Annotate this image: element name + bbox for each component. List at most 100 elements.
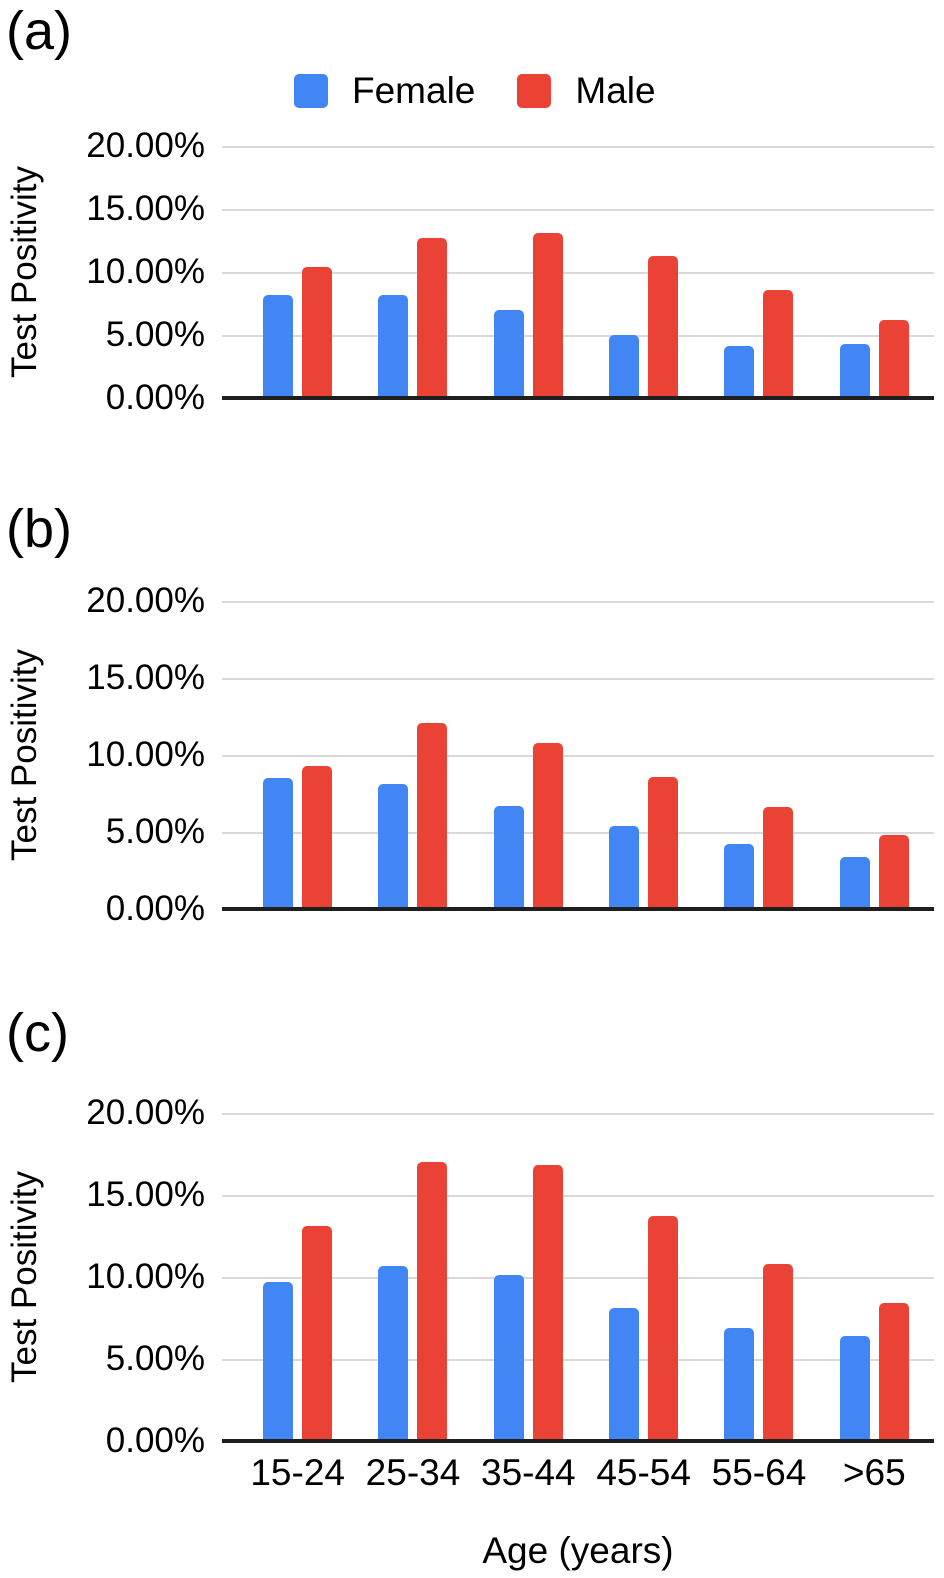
bar-male-15-24 (302, 765, 333, 909)
gridline (222, 1195, 934, 1197)
gridline (222, 755, 934, 757)
y-axis-tick-label: 20.00% (86, 126, 205, 165)
bar-female-45-54 (609, 335, 640, 398)
bar-female-55-64 (724, 844, 755, 909)
x-axis-baseline (222, 1439, 934, 1443)
gridline (222, 1113, 934, 1115)
bar-male->65 (878, 319, 909, 398)
bar-female-25-34 (378, 784, 409, 909)
bar-male-35-44 (532, 1165, 563, 1441)
bar-female->65 (839, 856, 870, 909)
bar-male->65 (878, 1303, 909, 1441)
gridline (222, 678, 934, 680)
bar-group-25-34 (355, 601, 470, 909)
y-axis-tick-label: 0.00% (105, 1421, 205, 1460)
bar-group-55-64 (701, 601, 816, 909)
y-axis-tick-label: 15.00% (86, 658, 205, 697)
bar-male-25-34 (417, 1162, 448, 1441)
bar-male-15-24 (302, 266, 333, 398)
bar-group-45-54 (586, 601, 701, 909)
bar-female->65 (839, 1336, 870, 1441)
y-axis-tick-label: 20.00% (86, 581, 205, 620)
plot-area-a (222, 146, 934, 400)
gridline (222, 1359, 934, 1361)
bar-female-45-54 (609, 1308, 640, 1441)
y-axis-tick-label: 15.00% (86, 1175, 205, 1214)
bars-layer (240, 601, 932, 909)
bar-female-15-24 (263, 1281, 294, 1441)
bar-group-55-64 (701, 1113, 816, 1441)
gridline (222, 1277, 934, 1279)
bars-layer (240, 1113, 932, 1441)
bar-female-35-44 (493, 1275, 524, 1441)
gridline (222, 832, 934, 834)
bar-group-45-54 (586, 1113, 701, 1441)
gridline (222, 146, 934, 148)
legend-item-female: Female (294, 70, 475, 112)
x-axis-tick-label: 35-44 (481, 1452, 576, 1493)
y-axis-tick-label: 10.00% (86, 252, 205, 291)
legend-label-female: Female (352, 70, 476, 111)
bar-group-35-44 (471, 146, 586, 398)
y-axis-tick-label: 5.00% (105, 1339, 205, 1378)
bar-group-55-64 (701, 146, 816, 398)
bar-male-45-54 (648, 255, 679, 398)
bar-group->65 (817, 1113, 932, 1441)
y-axis-ticks-a: 20.00% 15.00% 10.00% 5.00% 0.00% (0, 126, 205, 417)
bar-group-45-54 (586, 146, 701, 398)
x-axis-tick-label: 45-54 (596, 1452, 691, 1493)
legend: Female Male (294, 70, 656, 112)
bar-group-35-44 (471, 1113, 586, 1441)
y-axis-tick-label: 5.00% (105, 812, 205, 851)
bar-male->65 (878, 835, 909, 909)
bar-male-35-44 (532, 742, 563, 909)
bar-group->65 (817, 146, 932, 398)
panel-label-b: (b) (6, 499, 72, 559)
bar-female->65 (839, 343, 870, 398)
x-axis-ticks: 15-24 25-34 35-44 45-54 55-64 >65 (240, 1452, 932, 1494)
bar-male-55-64 (763, 289, 794, 398)
bar-group-35-44 (471, 601, 586, 909)
x-axis-tick-label: 25-34 (365, 1452, 461, 1493)
bar-group-15-24 (240, 146, 355, 398)
bar-group-15-24 (240, 601, 355, 909)
bar-female-35-44 (493, 805, 524, 909)
y-axis-tick-label: 0.00% (105, 378, 205, 417)
bar-male-55-64 (763, 807, 794, 909)
gridline (222, 601, 934, 603)
panel-label-c: (c) (6, 1003, 69, 1063)
bar-female-15-24 (263, 778, 294, 909)
bar-male-15-24 (302, 1226, 333, 1441)
bar-female-25-34 (378, 294, 409, 398)
y-axis-tick-label: 10.00% (86, 735, 205, 774)
legend-label-male: Male (575, 70, 656, 111)
bar-male-45-54 (648, 1216, 679, 1441)
bars-layer (240, 146, 932, 398)
bar-group->65 (817, 601, 932, 909)
x-axis-baseline (222, 907, 934, 911)
plot-area-c (222, 1113, 934, 1443)
bar-female-55-64 (724, 346, 755, 398)
x-axis-tick-label: 55-64 (711, 1452, 807, 1493)
y-axis-tick-label: 10.00% (86, 1257, 205, 1296)
y-axis-tick-label: 20.00% (86, 1093, 205, 1132)
x-axis-tick-label: >65 (842, 1452, 906, 1493)
y-axis-tick-label: 0.00% (105, 889, 205, 928)
bar-male-45-54 (648, 776, 679, 909)
female-color-swatch (294, 74, 328, 108)
y-axis-ticks-c: 20.00% 15.00% 10.00% 5.00% 0.00% (0, 1093, 205, 1460)
plot-area-b (222, 601, 934, 911)
y-axis-ticks-b: 20.00% 15.00% 10.00% 5.00% 0.00% (0, 581, 205, 928)
bar-group-25-34 (355, 1113, 470, 1441)
y-axis-tick-label: 15.00% (86, 189, 205, 228)
legend-item-male: Male (517, 70, 656, 112)
x-axis-tick-label: 15-24 (250, 1452, 345, 1493)
gridline (222, 209, 934, 211)
bar-group-15-24 (240, 1113, 355, 1441)
gridline (222, 335, 934, 337)
y-axis-tick-label: 5.00% (105, 315, 205, 354)
bar-male-35-44 (532, 232, 563, 398)
bar-female-35-44 (493, 309, 524, 398)
bar-female-55-64 (724, 1327, 755, 1441)
